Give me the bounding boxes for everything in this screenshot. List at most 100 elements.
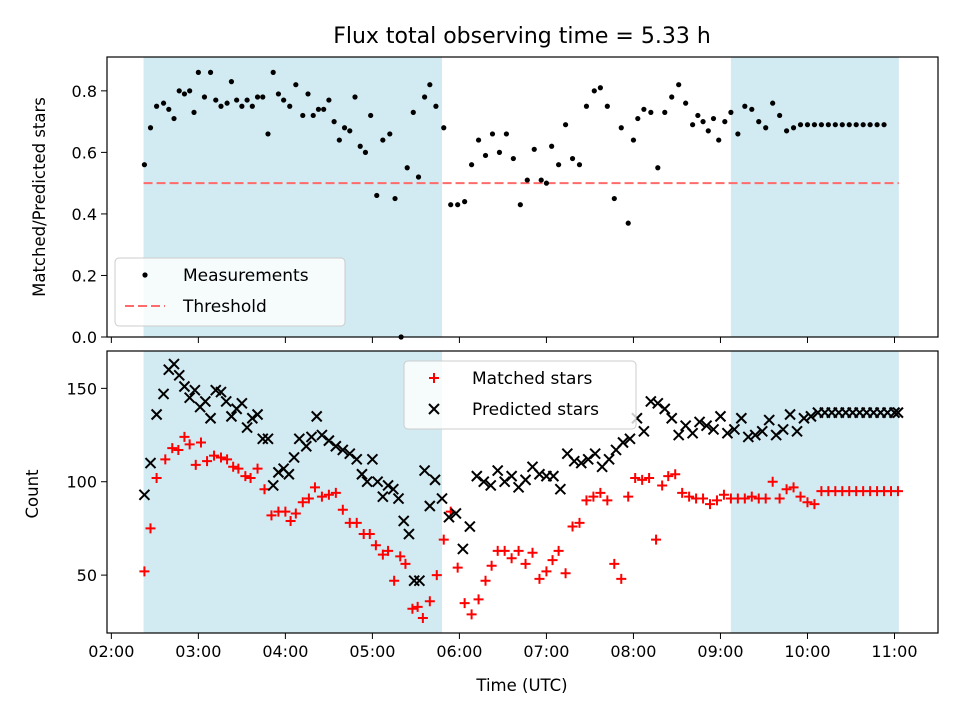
data-point: [760, 493, 771, 504]
data-point: [315, 106, 322, 112]
data-point: [183, 391, 196, 404]
data-point: [763, 414, 775, 426]
data-point: [881, 122, 887, 128]
data-point: [749, 106, 755, 112]
data-point: [693, 416, 706, 428]
data-point: [407, 603, 418, 614]
data-point: [478, 476, 490, 488]
data-point: [462, 199, 468, 205]
data-point: [290, 508, 301, 519]
data-point: [818, 122, 824, 128]
data-point: [418, 464, 431, 477]
data-point: [410, 109, 416, 115]
data-point: [705, 499, 716, 510]
data-point: [547, 555, 558, 566]
data-point: [362, 149, 369, 155]
data-point: [309, 482, 320, 493]
data-point: [583, 103, 590, 109]
legend-box: [403, 360, 637, 430]
x-tick-label: 07:00: [523, 642, 569, 661]
data-point: [387, 131, 393, 137]
data-point: [310, 112, 316, 119]
data-point: [413, 575, 426, 587]
data-point: [380, 137, 386, 143]
data-point: [288, 451, 300, 464]
data-point: [604, 103, 610, 109]
data-point: [698, 493, 709, 504]
data-point: [742, 103, 748, 109]
data-point: [176, 88, 182, 94]
data-point: [892, 406, 904, 419]
data-point: [624, 433, 636, 445]
data-point: [695, 112, 701, 119]
data-point: [513, 545, 524, 556]
data-point: [783, 128, 790, 134]
data-point: [424, 500, 436, 512]
data-point: [670, 469, 681, 480]
data-point: [246, 412, 259, 424]
data-point: [225, 410, 238, 423]
y-tick-label: 0.2: [72, 266, 97, 285]
data-point: [663, 471, 674, 482]
data-point: [323, 489, 334, 500]
data-point: [672, 429, 685, 441]
data-point: [527, 547, 538, 558]
data-point: [241, 421, 253, 434]
legend-marker-swatch: [429, 373, 439, 383]
data-point: [424, 596, 435, 607]
data-point: [777, 423, 789, 436]
data-point: [700, 119, 706, 125]
data-point: [251, 408, 264, 421]
data-point: [519, 474, 532, 486]
plot-frame: [106, 350, 939, 634]
data-point: [145, 523, 156, 534]
data-point: [151, 472, 162, 483]
data-point: [415, 174, 422, 180]
data-point: [603, 453, 615, 466]
data-point: [644, 472, 655, 483]
data-point: [259, 484, 270, 495]
data-point: [341, 125, 348, 131]
data-point: [429, 474, 441, 486]
data-point: [805, 410, 817, 423]
data-point: [356, 468, 368, 480]
data-point: [357, 143, 363, 149]
data-point: [184, 439, 195, 450]
data-point: [683, 100, 689, 106]
data-point: [436, 492, 448, 505]
data-point: [374, 192, 380, 199]
data-point: [330, 440, 342, 452]
data-point: [450, 507, 462, 520]
data-point: [224, 100, 230, 106]
data-point: [150, 408, 163, 421]
data-point: [788, 482, 799, 493]
data-point: [252, 463, 263, 474]
data-point: [147, 125, 154, 131]
data-point: [457, 543, 469, 555]
data-point: [138, 489, 151, 501]
data-point: [756, 119, 762, 125]
data-point: [716, 137, 722, 143]
data-point: [569, 155, 576, 162]
data-point: [677, 487, 688, 498]
x-tick-label: 05:00: [349, 642, 395, 661]
top-panel-y-axis-label: Matched/Predicted stars: [30, 97, 49, 297]
data-point: [662, 109, 668, 115]
data-point: [144, 457, 157, 469]
data-point: [305, 91, 311, 97]
y-tick-label: 0.4: [72, 205, 97, 224]
data-point: [417, 613, 428, 624]
data-point: [588, 491, 599, 502]
data-point: [676, 82, 682, 88]
data-point: [721, 427, 734, 439]
data-point: [722, 119, 728, 125]
data-point: [499, 545, 510, 556]
data-point: [213, 97, 219, 103]
data-point: [389, 575, 400, 586]
data-point: [207, 69, 214, 75]
data-point: [505, 470, 518, 482]
series-measurements: [141, 69, 887, 340]
legend-entry: Measurements: [142, 266, 309, 286]
data-point: [303, 493, 314, 504]
plot-frame: [106, 56, 939, 338]
